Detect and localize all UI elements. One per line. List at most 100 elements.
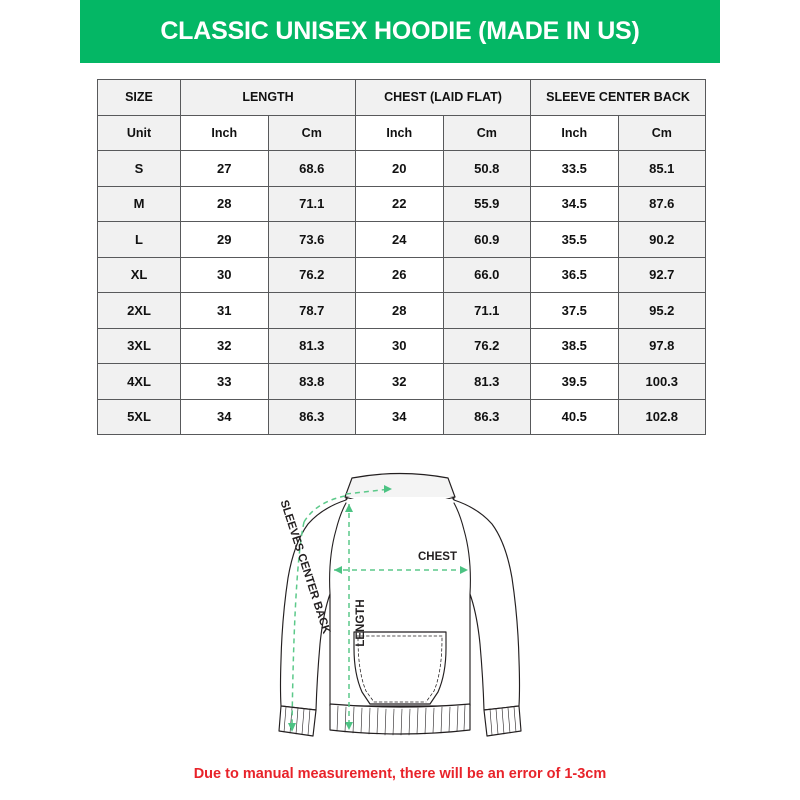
table-body: S 27 68.6 20 50.8 33.5 85.1 M 28 71.1 22 55.9 34.5 87… bbox=[97, 150, 707, 435]
column-group-size: SIZE bbox=[97, 79, 181, 116]
hood-outline bbox=[344, 472, 456, 502]
cell-size: L bbox=[97, 221, 181, 258]
cell-chest-cm: 86.3 bbox=[442, 398, 532, 435]
hood-top-arrow bbox=[384, 485, 392, 493]
size-chart-table-container: SIZE LENGTH CHEST (LAID FLAT) SLEEVE CEN… bbox=[97, 79, 707, 435]
cell-chest-inch: 22 bbox=[355, 185, 444, 222]
column-group-chest: CHEST (LAID FLAT) bbox=[355, 79, 532, 116]
cell-length-cm: 73.6 bbox=[267, 221, 357, 258]
page-title: CLASSIC UNISEX HOODIE (MADE IN US) bbox=[160, 17, 640, 45]
cell-size: M bbox=[97, 185, 181, 222]
pocket-stitch-left bbox=[357, 637, 375, 703]
chest-arrow-right bbox=[460, 566, 468, 574]
right-armhole-seam bbox=[453, 502, 471, 595]
cell-chest-inch: 26 bbox=[355, 256, 444, 293]
cell-sleeve-inch: 33.5 bbox=[530, 150, 619, 187]
cell-sleeve-cm: 95.2 bbox=[617, 292, 707, 329]
column-group-sleeve: SLEEVE CENTER BACK bbox=[530, 79, 707, 116]
cell-sleeve-cm: 92.7 bbox=[617, 256, 707, 293]
cell-chest-cm: 60.9 bbox=[442, 221, 532, 258]
cell-sleeve-inch: 37.5 bbox=[530, 292, 619, 329]
left-cuff bbox=[278, 705, 317, 737]
cell-length-inch: 30 bbox=[180, 256, 269, 293]
right-cuff bbox=[483, 705, 522, 737]
cell-length-cm: 81.3 bbox=[267, 327, 357, 364]
cell-chest-inch: 24 bbox=[355, 221, 444, 258]
cell-chest-inch: 32 bbox=[355, 363, 444, 400]
left-cuff-ribs bbox=[283, 706, 311, 736]
cell-size: 5XL bbox=[97, 398, 181, 435]
cell-sleeve-inch: 38.5 bbox=[530, 327, 619, 364]
column-header-length-cm: Cm bbox=[267, 114, 357, 151]
cell-sleeve-cm: 90.2 bbox=[617, 221, 707, 258]
group-header-row: SIZE LENGTH CHEST (LAID FLAT) SLEEVE CEN… bbox=[97, 79, 707, 116]
column-header-sleeve-inch: Inch bbox=[530, 114, 619, 151]
table-row: XL 30 76.2 26 66.0 36.5 92.7 bbox=[97, 256, 707, 293]
cell-sleeve-inch: 40.5 bbox=[530, 398, 619, 435]
cell-size: 2XL bbox=[97, 292, 181, 329]
cell-sleeve-inch: 36.5 bbox=[530, 256, 619, 293]
waistband bbox=[329, 703, 471, 735]
cell-chest-inch: 30 bbox=[355, 327, 444, 364]
cell-sleeve-inch: 35.5 bbox=[530, 221, 619, 258]
pocket-stitch-right bbox=[425, 637, 443, 703]
cell-length-inch: 32 bbox=[180, 327, 269, 364]
cell-size: XL bbox=[97, 256, 181, 293]
guide-arrowheads bbox=[288, 485, 468, 732]
cell-sleeve-cm: 87.6 bbox=[617, 185, 707, 222]
waistband-ribs bbox=[336, 704, 466, 736]
chart-title-bar: CLASSIC UNISEX HOODIE (MADE IN US) bbox=[80, 0, 720, 63]
cell-size: S bbox=[97, 150, 181, 187]
cell-size: 3XL bbox=[97, 327, 181, 364]
cell-chest-cm: 66.0 bbox=[442, 256, 532, 293]
cell-length-cm: 86.3 bbox=[267, 398, 357, 435]
measurement-disclaimer: Due to manual measurement, there will be… bbox=[193, 766, 607, 782]
kangaroo-pocket bbox=[353, 631, 447, 705]
table-row: 3XL 32 81.3 30 76.2 38.5 97.8 bbox=[97, 327, 707, 364]
cell-sleeve-cm: 97.8 bbox=[617, 327, 707, 364]
hoodie-measurement-diagram: CHEST LENGTH SLEEVES CENTER BACK bbox=[250, 448, 550, 748]
cell-chest-cm: 50.8 bbox=[442, 150, 532, 187]
cell-sleeve-cm: 100.3 bbox=[617, 363, 707, 400]
table-row: M 28 71.1 22 55.9 34.5 87.6 bbox=[97, 185, 707, 222]
length-arrow-top bbox=[345, 504, 353, 512]
cell-length-inch: 34 bbox=[180, 398, 269, 435]
cell-length-cm: 68.6 bbox=[267, 150, 357, 187]
table-header: SIZE LENGTH CHEST (LAID FLAT) SLEEVE CEN… bbox=[97, 79, 707, 151]
hoodie-body-outline bbox=[279, 499, 521, 711]
cell-chest-cm: 55.9 bbox=[442, 185, 532, 222]
cell-length-inch: 27 bbox=[180, 150, 269, 187]
cell-length-cm: 76.2 bbox=[267, 256, 357, 293]
column-header-chest-inch: Inch bbox=[355, 114, 444, 151]
column-header-length-inch: Inch bbox=[180, 114, 269, 151]
left-armhole-seam bbox=[329, 502, 347, 595]
table-row: S 27 68.6 20 50.8 33.5 85.1 bbox=[97, 150, 707, 187]
cell-chest-inch: 28 bbox=[355, 292, 444, 329]
cell-length-inch: 29 bbox=[180, 221, 269, 258]
cell-length-cm: 71.1 bbox=[267, 185, 357, 222]
column-group-length: LENGTH bbox=[179, 79, 357, 116]
chest-arrow-left bbox=[334, 566, 342, 574]
cell-length-inch: 33 bbox=[180, 363, 269, 400]
cell-length-cm: 78.7 bbox=[267, 292, 357, 329]
cell-length-inch: 31 bbox=[180, 292, 269, 329]
right-cuff-ribs bbox=[489, 706, 517, 736]
column-header-chest-cm: Cm bbox=[442, 114, 532, 151]
cell-chest-cm: 81.3 bbox=[442, 363, 532, 400]
hood-top-guide bbox=[345, 488, 391, 495]
cell-sleeve-cm: 85.1 bbox=[617, 150, 707, 187]
cell-size: 4XL bbox=[97, 363, 181, 400]
cell-sleeve-inch: 34.5 bbox=[530, 185, 619, 222]
cell-sleeve-inch: 39.5 bbox=[530, 363, 619, 400]
sleeve-guide-lower bbox=[291, 521, 305, 729]
chest-label: CHEST bbox=[418, 551, 457, 563]
cell-chest-cm: 71.1 bbox=[442, 292, 532, 329]
cell-length-cm: 83.8 bbox=[267, 363, 357, 400]
length-arrow-bottom bbox=[345, 722, 353, 730]
sleeve-arrow-bottom bbox=[288, 723, 296, 732]
cell-chest-inch: 34 bbox=[355, 398, 444, 435]
table-row: 5XL 34 86.3 34 86.3 40.5 102.8 bbox=[97, 398, 707, 435]
sleeve-guide-upper bbox=[303, 495, 346, 523]
table-row: 2XL 31 78.7 28 71.1 37.5 95.2 bbox=[97, 292, 707, 329]
cell-length-inch: 28 bbox=[180, 185, 269, 222]
